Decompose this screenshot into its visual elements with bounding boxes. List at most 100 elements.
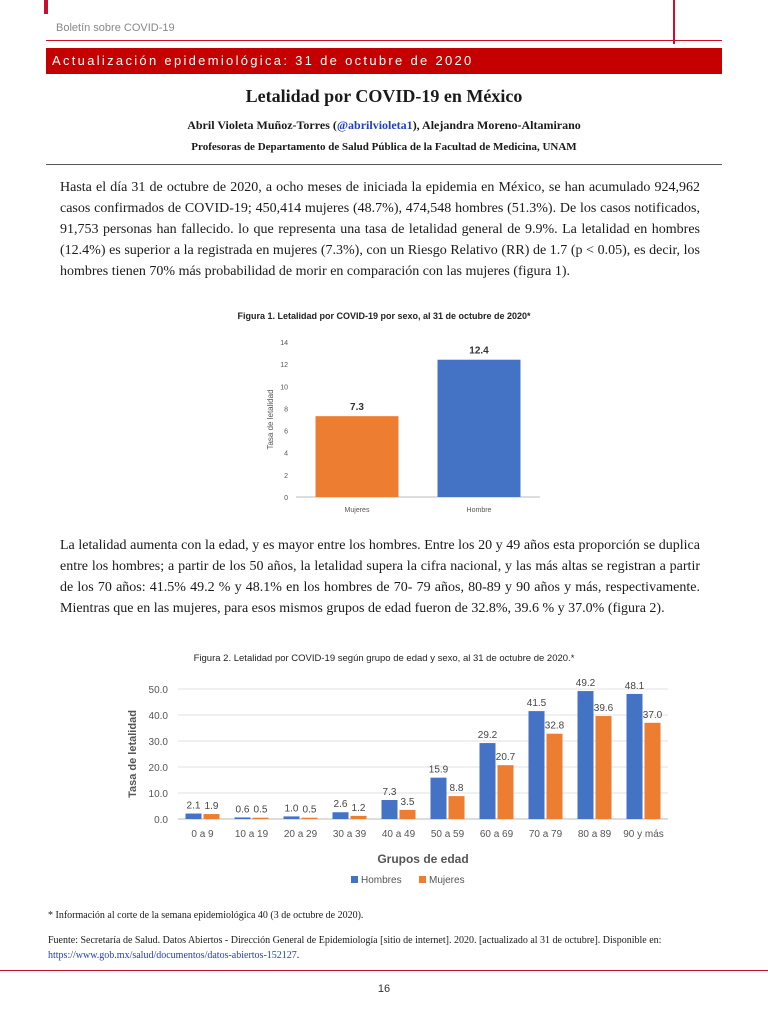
bar-hombres [577,691,594,819]
data-label: 1.2 [352,803,366,814]
y-tick-label: 10.0 [149,789,169,800]
footer-rule [0,970,768,971]
data-label: 2.6 [334,799,348,810]
footnote: * Información al corte de la semana epid… [48,910,364,921]
update-banner: Actualización epidemiológica: 31 de octu… [46,48,722,74]
data-label: 1.9 [205,801,219,812]
x-tick-label: 40 a 49 [382,829,416,840]
authors: Abril Violeta Muñoz-Torres (@abrilviolet… [0,118,768,133]
y-tick-label: 12 [280,362,288,369]
paragraph-1: Hasta el día 31 de octubre de 2020, a oc… [60,180,700,279]
y-tick-label: 4 [284,451,288,458]
source-text: Fuente: Secretaría de Salud. Datos Abier… [48,935,662,946]
data-label: 32.8 [545,721,565,732]
bar-hombres [234,817,251,819]
bulletin-name: Boletín sobre COVID-19 [56,22,175,34]
bar-hombres [479,743,496,819]
data-label: 0.5 [254,805,268,816]
y-axis-label: Tasa de letalidad [127,710,139,798]
bar-mujeres [315,416,399,497]
figure-2-chart: 0.0 10.0 20.0 30.0 40.0 50.0 Tasa de letalidad… [127,678,668,886]
bar-mujeres [546,733,563,819]
author-2: ), Alejandra Moreno-Altamirano [412,118,581,132]
page-number: 16 [377,983,391,995]
y-tick-label: 10 [280,384,288,391]
author-1: Abril Violeta Muñoz-Torres ( [187,118,337,132]
bar-hombres [528,711,545,819]
affiliation: Profesoras de Departamento de Salud Públ… [191,141,577,153]
data-label: 20.7 [496,752,516,763]
x-tick-label: 0 a 9 [191,829,214,840]
data-label: 49.2 [576,678,596,689]
x-axis-label: Grupos de edad [377,852,468,866]
x-tick-label: Mujeres [345,507,370,514]
bar-mujeres [203,814,220,819]
x-tick-label: 80 a 89 [578,829,612,840]
paragraph-2: La letalidad aumenta con la edad, y es m… [60,538,700,616]
y-tick-label: 40.0 [149,711,169,722]
y-tick-label: 0.0 [154,815,168,826]
bar-hombre [437,359,521,497]
data-label: 48.1 [625,681,645,692]
data-label: 37.0 [643,710,663,721]
data-label: 29.2 [478,730,498,741]
x-tick-label: 50 a 59 [431,829,465,840]
x-tick-label: 70 a 79 [529,829,563,840]
y-tick-label: 0 [284,495,288,502]
bar-mujeres [448,796,465,819]
data-label: 1.0 [285,803,299,814]
data-label: 8.8 [450,783,464,794]
bar-hombres [283,816,300,819]
bar-mujeres [595,716,612,819]
legend-label: Hombres [361,875,402,886]
bar-mujeres [399,809,416,819]
y-tick-label: 20.0 [149,763,169,774]
data-label: 2.1 [187,801,201,812]
bar-mujeres [350,815,367,819]
bar-mujeres [301,817,318,819]
title-rule [46,164,722,165]
source-link[interactable]: https://www.gob.mx/salud/documentos/dato… [48,950,297,961]
figure-1-chart: 0 2 4 6 8 10 12 14 Tasa de letalidad 7.3 Mujeres 12… [266,340,540,514]
y-tick-label: 6 [284,429,288,436]
y-tick-label: 8 [284,406,288,413]
x-tick-label: 10 a 19 [235,829,269,840]
data-label: 7.3 [350,402,364,413]
source-note: Fuente: Secretaría de Salud. Datos Abier… [48,933,728,963]
x-tick-label: 30 a 39 [333,829,367,840]
x-tick-label: 20 a 29 [284,829,318,840]
article-title: Letalidad por COVID-19 en México [245,86,523,106]
bar-hombres [626,693,643,819]
legend-label: Mujeres [429,875,465,886]
header-rule [46,40,722,41]
data-label: 15.9 [429,765,449,776]
x-tick-label: 90 y más [623,829,664,840]
data-label: 0.6 [236,804,250,815]
bar-hombres [185,813,202,819]
y-tick-label: 2 [284,473,288,480]
author-handle-link[interactable]: @abrilvioleta1 [336,118,413,132]
y-tick-label: 30.0 [149,737,169,748]
legend-swatch-mujeres [419,876,426,883]
y-axis-label: Tasa de letalidad [266,389,275,449]
y-tick-label: 14 [280,340,288,347]
header-accent-bar [44,0,48,14]
data-label: 39.6 [594,703,614,714]
figure-2-title: Figura 2. Letalidad por COVID-19 según g… [193,653,575,664]
source-end: . [296,950,300,961]
bar-hombres [381,800,398,819]
legend-swatch-hombres [351,876,358,883]
x-tick-label: 60 a 69 [480,829,514,840]
bar-hombres [430,777,447,819]
bar-hombres [332,812,349,819]
data-label: 3.5 [401,797,415,808]
y-tick-label: 50.0 [149,685,169,696]
bar-mujeres [497,765,514,819]
bar-mujeres [252,817,269,819]
figure-1-title: Figura 1. Letalidad por COVID-19 por sex… [237,311,531,321]
header-accent-line [673,0,675,44]
bar-mujeres [644,722,661,819]
data-label: 12.4 [469,346,489,357]
data-label: 7.3 [383,787,397,798]
x-tick-label: Hombre [467,507,492,514]
